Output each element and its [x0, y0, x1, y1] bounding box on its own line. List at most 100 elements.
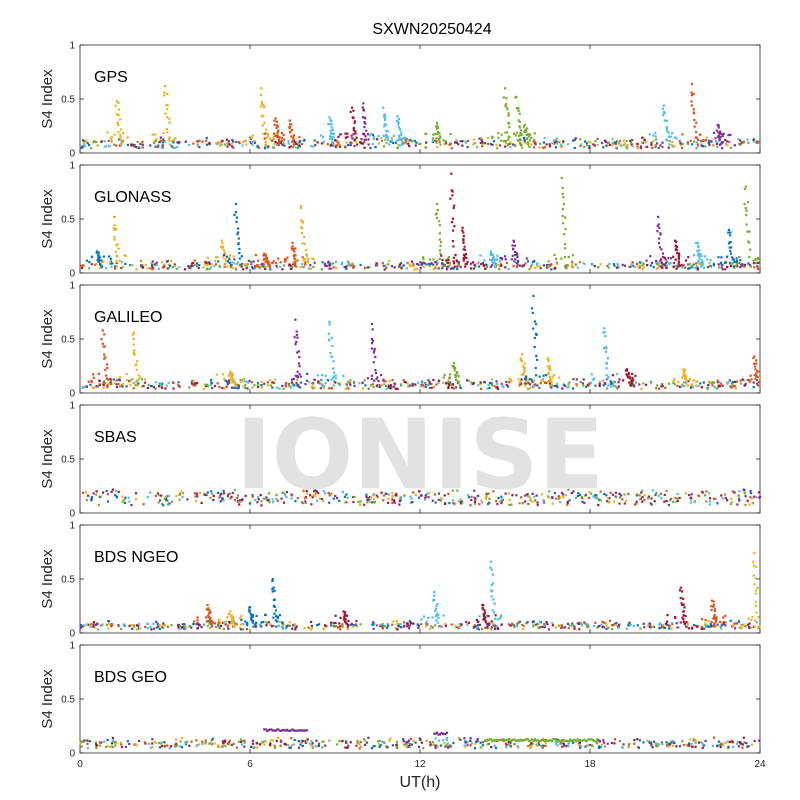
data-point [273, 745, 276, 748]
data-point [643, 139, 646, 142]
data-point [259, 494, 262, 497]
data-point [304, 249, 307, 252]
data-point [422, 256, 425, 259]
data-point [180, 736, 184, 739]
data-point [382, 264, 385, 267]
data-point [136, 384, 139, 387]
data-point [750, 378, 753, 381]
data-point [154, 387, 157, 390]
data-point [728, 740, 731, 744]
data-point [262, 497, 265, 500]
data-point [408, 384, 411, 387]
y-tick-label: 0.5 [61, 575, 75, 586]
data-point [92, 625, 95, 628]
data-point [672, 744, 675, 747]
data-point [375, 138, 379, 141]
data-point [415, 141, 418, 144]
data-point [735, 260, 738, 264]
data-point [491, 135, 494, 138]
data-point [705, 490, 708, 493]
data-point [490, 620, 493, 623]
data-point [587, 625, 590, 628]
data-point [470, 262, 473, 265]
data-point [700, 386, 703, 389]
data-point [422, 384, 425, 387]
data-point [231, 373, 234, 376]
data-point [341, 491, 344, 494]
data-point [368, 134, 371, 137]
data-point [436, 259, 439, 262]
data-point [612, 381, 615, 384]
data-point [365, 741, 368, 744]
data-point [709, 623, 712, 626]
data-point [699, 382, 702, 385]
data-point [100, 741, 103, 744]
data-point [135, 360, 139, 363]
data-point [439, 252, 442, 255]
data-point [661, 265, 665, 268]
data-point [170, 259, 173, 263]
data-point [301, 263, 304, 266]
data-point [82, 491, 85, 494]
data-point [533, 260, 536, 263]
data-point [686, 744, 689, 747]
data-point [380, 383, 383, 386]
data-point [703, 266, 706, 269]
data-point [567, 383, 570, 386]
data-point [217, 744, 220, 747]
data-point [691, 82, 694, 86]
data-point [490, 252, 493, 255]
data-point [118, 259, 121, 262]
data-point [425, 625, 428, 628]
data-point [353, 140, 356, 143]
data-point [581, 624, 584, 627]
data-point [609, 491, 612, 494]
data-point [562, 496, 565, 499]
data-point [642, 262, 645, 265]
data-point [345, 741, 348, 744]
data-point [286, 256, 289, 259]
data-point [654, 131, 657, 134]
data-point [344, 617, 347, 621]
data-point [241, 144, 244, 147]
data-point [599, 499, 602, 502]
data-point [486, 387, 489, 390]
data-point [116, 243, 119, 246]
data-point [201, 740, 204, 743]
data-point [703, 255, 707, 258]
data-point [329, 118, 332, 121]
data-point [270, 139, 273, 142]
data-point [400, 131, 403, 134]
data-point [265, 128, 268, 131]
data-point [386, 130, 389, 133]
data-point [681, 616, 684, 619]
data-point [558, 140, 561, 144]
data-point [754, 604, 758, 607]
data-point [600, 744, 604, 747]
data-point [462, 231, 465, 234]
data-point [315, 739, 318, 742]
data-point [296, 336, 299, 339]
data-point [491, 253, 494, 257]
data-point [228, 256, 231, 259]
data-point [108, 255, 111, 258]
data-point [225, 265, 229, 268]
data-point [166, 267, 169, 270]
data-point [747, 262, 750, 265]
data-point [553, 142, 556, 146]
data-point [266, 381, 270, 384]
data-point [216, 141, 219, 144]
data-point [95, 251, 98, 254]
data-point [476, 626, 479, 629]
data-point [496, 739, 500, 742]
data-point [664, 386, 667, 389]
data-point [288, 729, 291, 732]
data-point [85, 259, 89, 262]
data-point [731, 490, 734, 493]
data-point [512, 248, 515, 251]
data-point [434, 261, 437, 264]
data-point [727, 231, 730, 234]
data-point [486, 142, 489, 145]
data-point [263, 137, 266, 140]
